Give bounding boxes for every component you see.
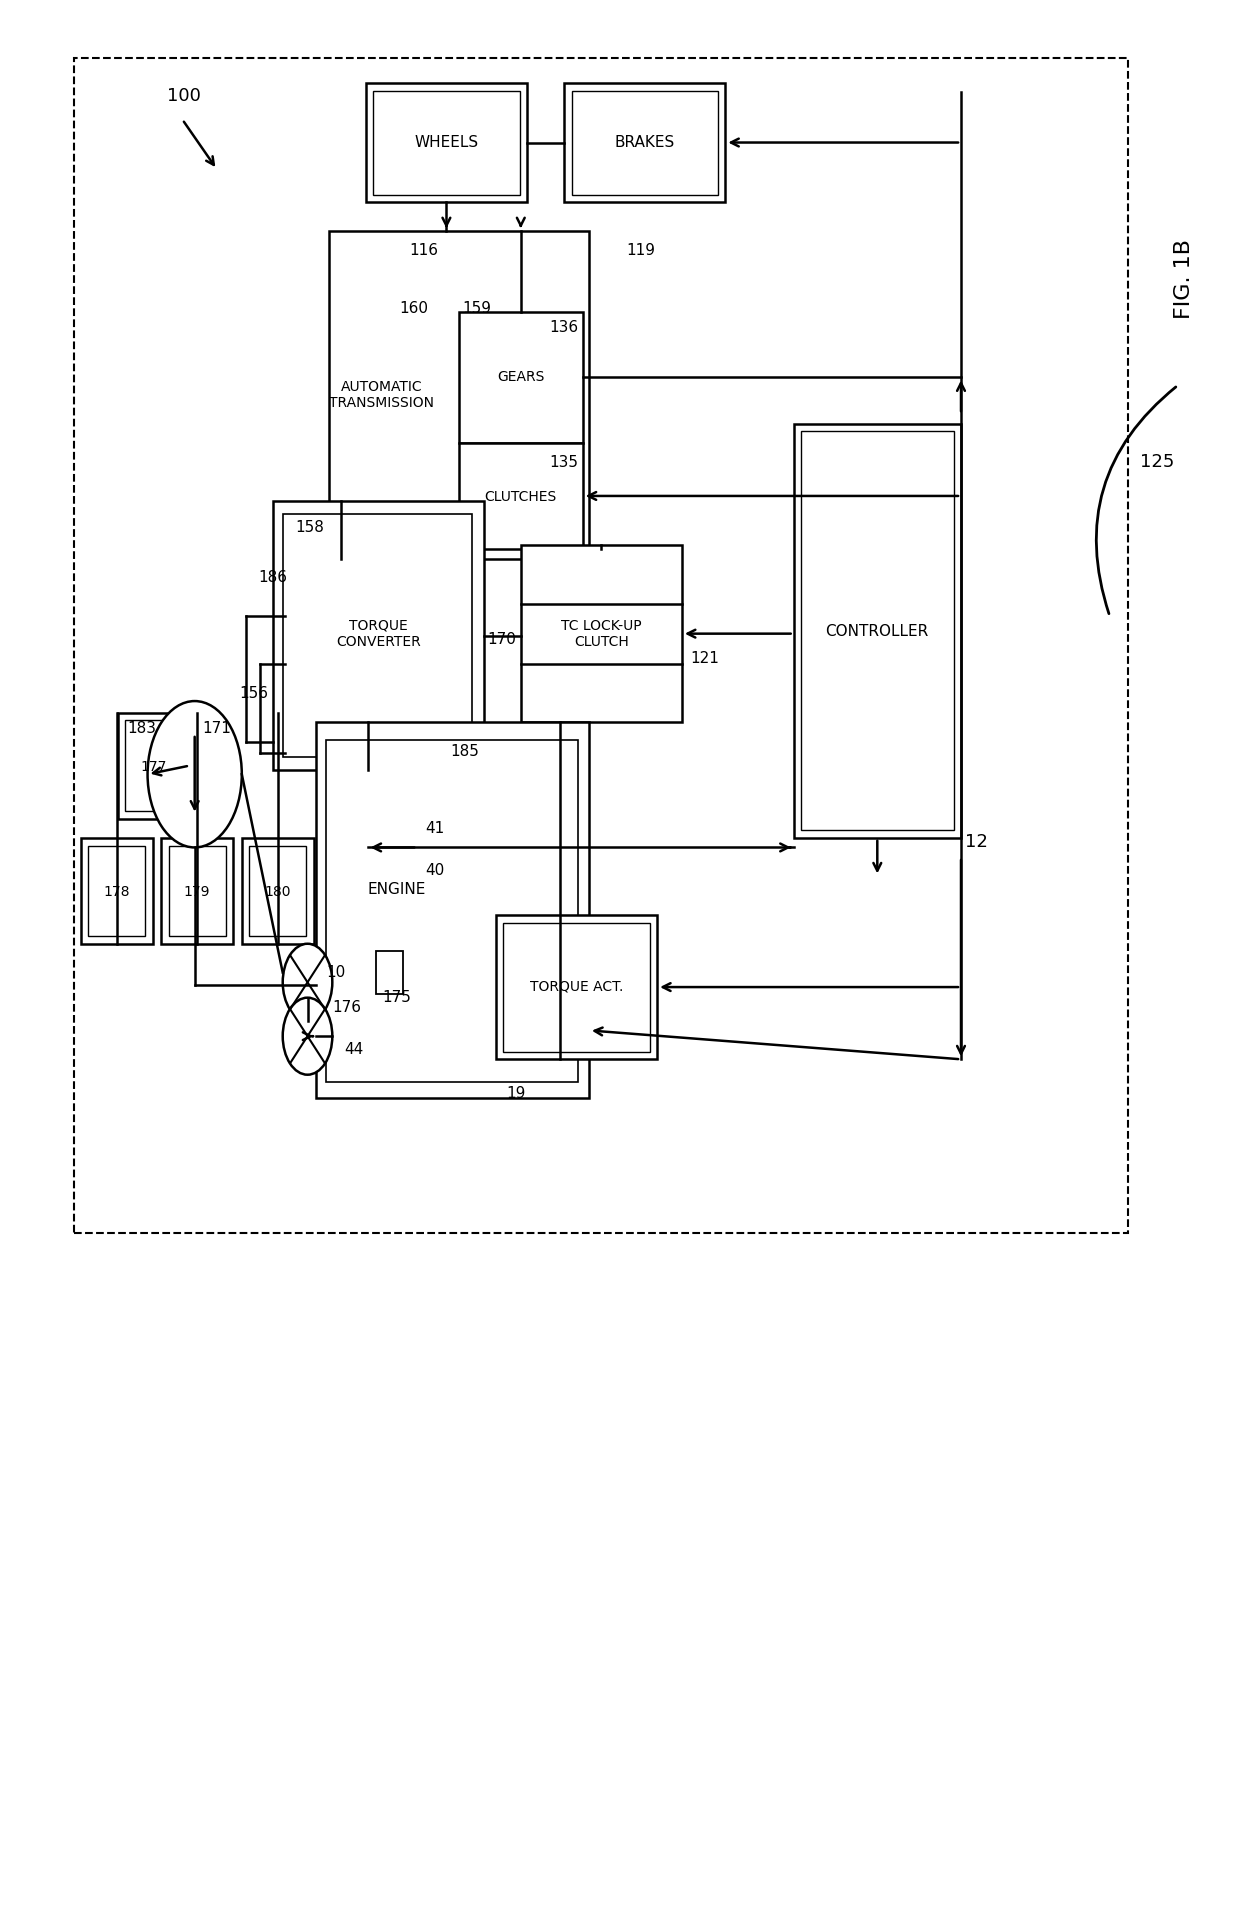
Bar [283,514,472,757]
Bar [273,501,484,770]
Text: 116: 116 [409,243,438,258]
Text: 135: 135 [549,455,578,470]
Bar [801,431,954,830]
Text: TORQUE ACT.: TORQUE ACT. [529,978,624,994]
Text: 125: 125 [1140,453,1174,472]
Text: 183: 183 [128,720,156,736]
Bar [521,545,682,722]
Text: 170: 170 [487,632,516,647]
Circle shape [283,998,332,1075]
Text: WHEELS: WHEELS [414,135,479,150]
Text: CONTROLLER: CONTROLLER [825,624,929,639]
Circle shape [148,701,242,847]
Text: TC LOCK-UP
CLUTCH: TC LOCK-UP CLUTCH [560,618,642,649]
Text: TORQUE
CONVERTER: TORQUE CONVERTER [336,618,420,649]
Bar [373,91,520,195]
Bar [366,83,527,202]
Bar [81,838,153,944]
Bar [572,91,718,195]
Bar [118,713,190,819]
Text: 176: 176 [332,1000,361,1015]
Text: 171: 171 [202,720,231,736]
Bar [564,83,725,202]
Bar [316,722,589,1098]
Bar [329,231,589,559]
Text: 178: 178 [103,884,130,899]
Text: 19: 19 [506,1086,526,1102]
Text: 41: 41 [425,820,445,836]
Text: 100: 100 [167,87,201,106]
Text: 185: 185 [450,743,479,759]
Bar [161,838,233,944]
Text: 136: 136 [549,320,578,335]
Bar [88,846,145,936]
Text: 158: 158 [295,520,324,535]
Bar [242,838,314,944]
Bar [459,443,583,549]
Text: 156: 156 [239,686,268,701]
Circle shape [283,944,332,1021]
Text: 186: 186 [258,570,286,586]
Text: CLUTCHES: CLUTCHES [485,489,557,505]
Text: 119: 119 [626,243,655,258]
Text: 44: 44 [345,1042,365,1057]
Text: ENGINE: ENGINE [367,882,427,898]
Bar [496,915,657,1059]
Bar [74,58,1128,1233]
Text: BRAKES: BRAKES [615,135,675,150]
Text: AUTOMATIC
TRANSMISSION: AUTOMATIC TRANSMISSION [330,379,434,410]
Text: 121: 121 [691,651,719,666]
Bar [459,312,583,443]
Bar [249,846,306,936]
Bar [794,424,961,838]
Text: 10: 10 [326,965,346,980]
Bar [326,740,578,1082]
Text: GEARS: GEARS [497,370,544,385]
Bar [503,923,650,1052]
Bar [169,846,226,936]
Text: FIG. 1B: FIG. 1B [1174,239,1194,320]
Bar [376,951,403,994]
Text: 159: 159 [463,300,491,316]
Text: 180: 180 [264,884,291,899]
Text: 160: 160 [399,300,428,316]
Text: 40: 40 [425,863,445,878]
Bar [125,720,182,811]
Text: 179: 179 [184,884,211,899]
Text: 12: 12 [965,832,987,851]
Text: 175: 175 [382,990,410,1005]
Text: 177: 177 [140,759,167,774]
